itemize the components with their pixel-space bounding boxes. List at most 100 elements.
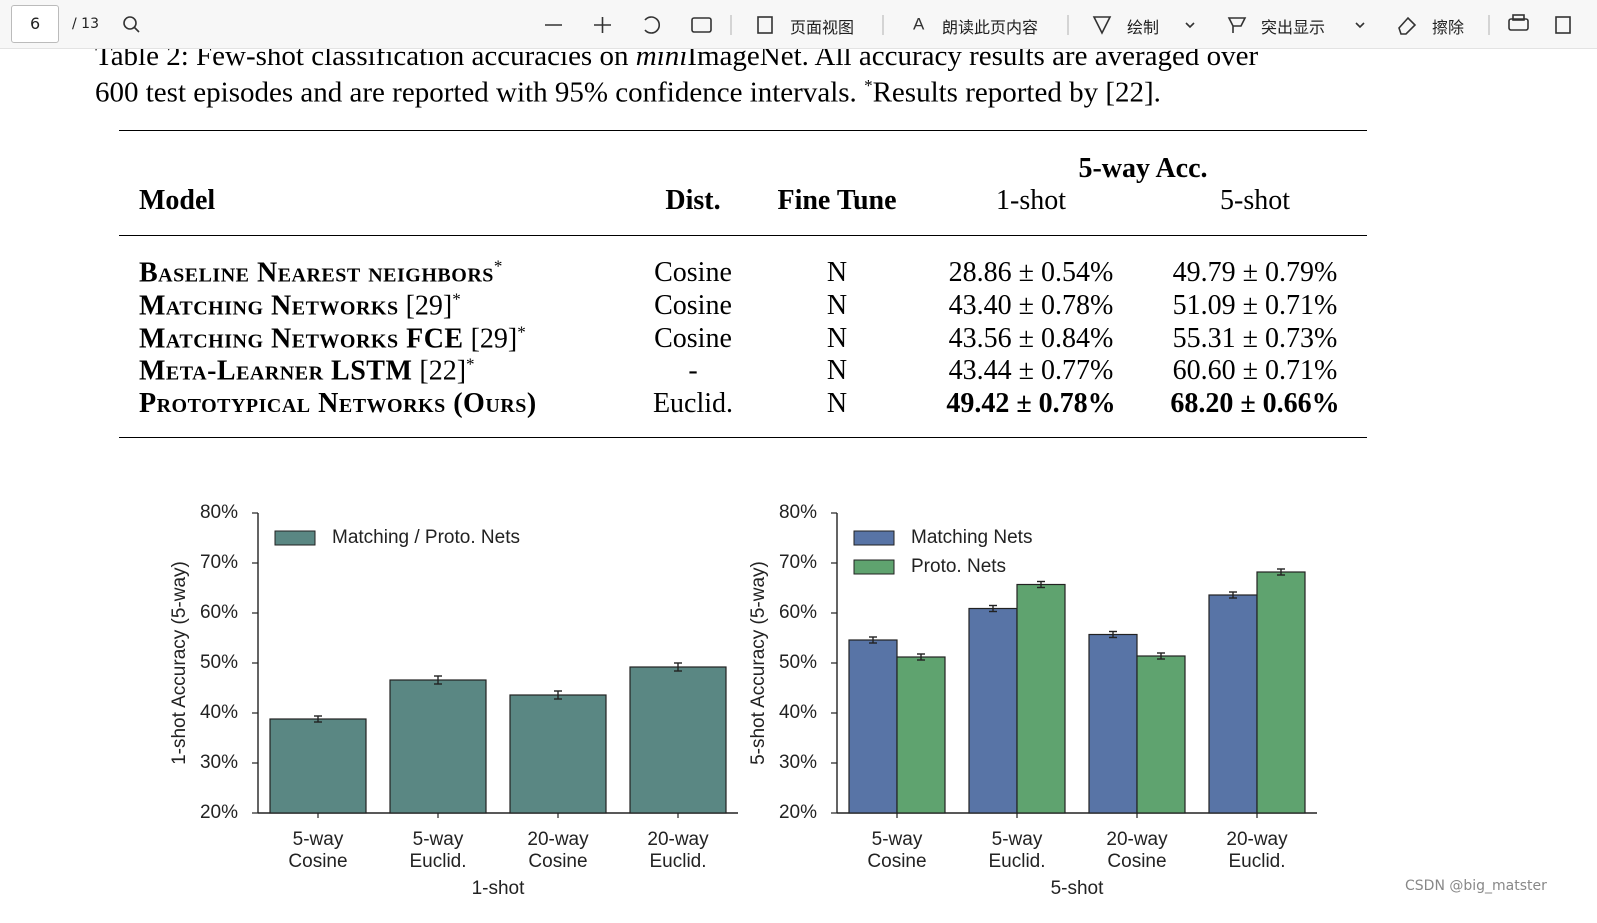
x-axis-label: 1-shot [471, 878, 525, 899]
model-star: * [452, 289, 461, 309]
read-icon[interactable]: A [913, 14, 925, 33]
highlight-icon[interactable] [1227, 17, 1247, 33]
draw-icon[interactable] [1092, 16, 1112, 35]
caption-line: 600 test episodes and are reported with … [95, 76, 1161, 110]
dist-cell: Cosine [654, 323, 732, 354]
model-cell: Matching Networks [29]* [139, 289, 461, 322]
view-icon[interactable] [757, 16, 773, 34]
acc5-cell: 68.20 ± 0.66% [1170, 388, 1340, 419]
caption-text: Results reported by [22]. [872, 76, 1161, 109]
acc1-cell: 43.56 ± 0.84% [948, 323, 1114, 354]
rotate[interactable] [644, 16, 660, 34]
finetune-cell: N [826, 290, 848, 321]
bar [629, 666, 727, 814]
caption-text: 600 test episodes and are reported with … [95, 76, 865, 109]
y-tick-label: 30% [200, 752, 238, 773]
y-tick-label: 70% [779, 552, 817, 573]
search-icon[interactable] [123, 16, 137, 30]
y-tick-label: 60% [200, 602, 238, 623]
model-cell: Meta-Learner LSTM [22]* [139, 354, 475, 387]
y-tick-label: 30% [779, 752, 817, 773]
header: Model [139, 185, 216, 216]
finetune-cell: N [826, 257, 848, 288]
header: 5-shot [1220, 185, 1290, 216]
bar [968, 607, 1018, 814]
header: 1-shot [996, 185, 1066, 216]
legend-swatch [853, 559, 895, 575]
more-icon[interactable] [1555, 16, 1571, 34]
page-input[interactable] [11, 5, 59, 43]
page-number[interactable]: 6 [30, 14, 41, 33]
model-ref: [22] [419, 355, 467, 387]
chevron[interactable] [1185, 22, 1195, 29]
x-axis-label: 5-shot [1050, 878, 1104, 899]
model-cell: Matching Networks FCE [29]* [139, 322, 526, 355]
x-tick-label: 5-way Euclid. [988, 829, 1046, 872]
x-tick-label: 5-way Euclid. [409, 829, 467, 872]
page-total: / 13 [72, 16, 99, 32]
y-tick-label: 70% [200, 552, 238, 573]
acc1-cell: 43.44 ± 0.77% [948, 355, 1114, 386]
caption-star: * [864, 76, 873, 95]
legend-label: Proto. Nets [911, 556, 1006, 577]
legend-label: Matching / Proto. Nets [332, 527, 520, 548]
toolbar-button[interactable]: 绘制 [1127, 18, 1160, 37]
bar [269, 718, 367, 814]
toolbar-icons: A [123, 14, 1571, 35]
toolbar-button[interactable]: 突出显示 [1261, 18, 1326, 37]
print-icon[interactable] [1508, 18, 1529, 31]
finetune-cell: N [826, 323, 848, 354]
y-tick-label: 40% [779, 702, 817, 723]
model-star: * [466, 354, 475, 374]
toolbar-button[interactable]: 擦除 [1432, 18, 1465, 37]
model-ref: [29] [405, 290, 453, 322]
acc1-cell: 49.42 ± 0.78% [946, 388, 1116, 419]
watermark: CSDN @big_matster [1405, 878, 1547, 894]
y-tick-label: 40% [200, 702, 238, 723]
toolbar-button[interactable]: 朗读此页内容 [942, 18, 1039, 37]
y-tick-label: 80% [779, 502, 817, 523]
model-name: Baseline Nearest neighbors [139, 257, 494, 289]
table-rule [119, 437, 1367, 438]
acc1-cell: 43.40 ± 0.78% [948, 290, 1114, 321]
bar [848, 639, 898, 814]
y-axis-label: 5-shot Accuracy (5-way) [748, 561, 769, 765]
table-rule [119, 130, 1367, 131]
model-cell: Prototypical Networks (Ours) [139, 388, 537, 420]
acc5-cell: 55.31 ± 0.73% [1172, 323, 1338, 354]
model-name: Prototypical Networks (Ours) [139, 388, 537, 419]
chevron[interactable] [1355, 22, 1365, 29]
model-star: * [493, 256, 503, 276]
model-ref: [29] [470, 323, 518, 355]
acc5-cell: 51.09 ± 0.71% [1172, 290, 1338, 321]
x-tick-label: 20-way Euclid. [647, 829, 709, 872]
dist-cell: - [688, 355, 698, 386]
legend-swatch [274, 530, 316, 546]
y-tick-label: 50% [200, 652, 238, 673]
legend-swatch [853, 530, 895, 546]
model-cell: Baseline Nearest neighbors* [139, 256, 502, 289]
x-tick-label: 5-way Cosine [288, 829, 348, 872]
bar [509, 694, 607, 814]
model-name: Matching Networks [139, 290, 399, 322]
eraser-icon[interactable] [1398, 16, 1417, 35]
toolbar: 6 / 13 A 页面视图 朗读此页内容 绘制 突出显示 擦除 [0, 0, 1597, 49]
table-rule [119, 235, 1367, 236]
y-tick-label: 60% [779, 602, 817, 623]
fit[interactable] [691, 17, 712, 33]
toolbar-button[interactable]: 页面视图 [790, 18, 855, 37]
y-axis-label: 1-shot Accuracy (5-way) [169, 561, 190, 765]
bar [896, 656, 946, 814]
y-tick-label: 80% [200, 502, 238, 523]
bar [1256, 571, 1306, 814]
bar [1136, 655, 1186, 814]
dist-cell: Euclid. [652, 388, 734, 419]
header: 5-way Acc. [1078, 153, 1208, 184]
legend-label: Matching Nets [911, 527, 1032, 548]
acc5-cell: 60.60 ± 0.71% [1172, 355, 1338, 386]
x-tick-label: 20-way Euclid. [1226, 829, 1288, 872]
dist-cell: Cosine [654, 290, 732, 321]
header: Fine Tune [777, 185, 897, 216]
bar [1208, 594, 1258, 814]
y-tick-label: 50% [779, 652, 817, 673]
